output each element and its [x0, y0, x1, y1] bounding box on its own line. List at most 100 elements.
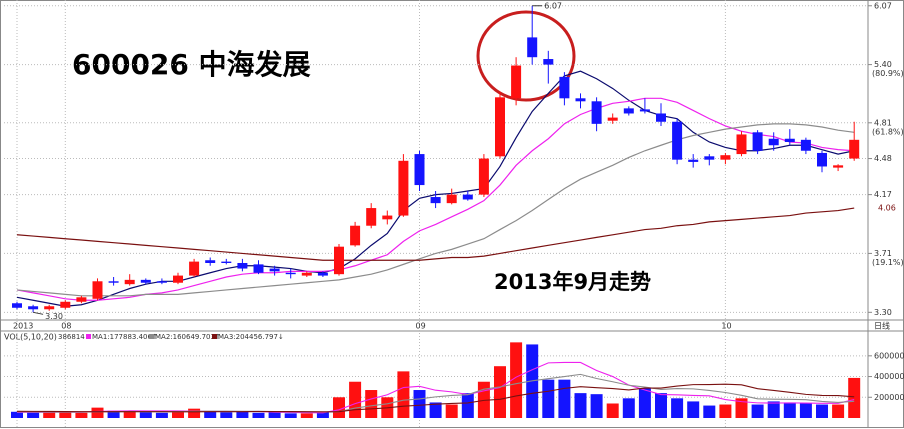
candle-body: [495, 97, 505, 157]
volume-bar: [188, 408, 201, 418]
volume-bar: [735, 398, 748, 418]
y-tick-label: 4.48: [874, 154, 892, 163]
candle-body: [430, 197, 441, 204]
volume-bar: [107, 410, 120, 418]
x-tick-label: 10: [721, 322, 731, 331]
legend-entry: MA3:204456.797↓: [218, 333, 284, 341]
volume-bar: [429, 402, 442, 418]
candle-body: [334, 246, 344, 275]
candle-body: [559, 76, 570, 99]
candle-body: [173, 275, 183, 283]
legend-entry: MA2:160649.703↑: [155, 333, 221, 341]
candle-body: [253, 264, 264, 273]
candle-body: [800, 139, 811, 151]
candle-body: [768, 138, 779, 146]
volume-bar: [671, 398, 684, 418]
candle-body: [478, 158, 489, 195]
x-tick-label: 08: [61, 322, 71, 331]
candle-body: [60, 301, 71, 308]
volume-bar: [284, 413, 297, 418]
y-tick-note: (19.1%): [872, 258, 904, 267]
candle-body: [817, 152, 827, 167]
volume-bar: [558, 379, 571, 418]
ma-line: [16, 207, 855, 261]
candle-body: [849, 139, 860, 159]
volume-bar: [606, 403, 619, 418]
candle-body: [623, 108, 634, 114]
volume-bar: [91, 407, 104, 418]
candle-body: [720, 155, 731, 160]
candle-body: [140, 279, 151, 283]
candle-body: [317, 272, 328, 276]
volume-bar: [268, 412, 281, 418]
volume-bar: [11, 411, 23, 418]
candle-body: [752, 132, 763, 151]
volume-bar: [220, 412, 233, 418]
volume-ma-line: [17, 361, 855, 414]
candle-body: [189, 261, 200, 276]
volume-bar: [542, 379, 555, 418]
candle-body: [575, 98, 586, 102]
volume-bar: [445, 404, 458, 418]
candle-body: [591, 101, 602, 124]
y-tick-label: 600000: [874, 351, 904, 360]
legend-swatch: [86, 334, 91, 339]
candle-body: [543, 59, 554, 65]
volume-bar: [252, 412, 265, 418]
volume-bar: [300, 413, 313, 418]
volume-bar: [413, 390, 426, 418]
volume-bar: [590, 394, 603, 418]
candle-body: [672, 121, 683, 160]
legend-swatch: [212, 334, 217, 339]
y-tick-label: 200000: [874, 393, 904, 402]
candle-body: [12, 303, 22, 308]
ma-line: [16, 97, 855, 301]
candle-body: [76, 297, 87, 302]
candle-body: [607, 117, 618, 121]
candle-body: [205, 260, 216, 263]
volume-bar: [75, 412, 88, 418]
volume-bar: [204, 411, 217, 418]
volume-bar: [510, 342, 523, 418]
candle-body: [527, 37, 538, 58]
y-tick-note: (61.8%): [872, 127, 904, 136]
volume-bar: [461, 393, 474, 418]
volume-bar: [687, 401, 700, 418]
volume-bar: [123, 411, 136, 418]
x-tick-label: 2013: [13, 322, 33, 331]
volume-title: VOL(5,10,20): [4, 333, 57, 342]
candle-body: [366, 208, 377, 226]
volume-bar: [155, 412, 168, 418]
volume-bar: [27, 412, 40, 418]
volume-bar: [365, 390, 378, 418]
candle-body: [237, 262, 248, 269]
y-tick-label: 6.07: [874, 1, 892, 10]
period-label: 日线: [874, 321, 890, 331]
candle-body: [784, 138, 795, 142]
y-tick-note: (80.9%): [872, 69, 904, 78]
volume-bar: [622, 398, 635, 418]
candle-body: [446, 194, 457, 204]
candle-body: [398, 160, 409, 216]
volume-bar: [172, 412, 184, 418]
candle-body: [704, 156, 715, 160]
volume-bar: [848, 377, 861, 418]
volume-bar: [832, 404, 845, 418]
legend-swatch: [149, 334, 154, 339]
ma-line: [16, 123, 855, 297]
candle-body: [124, 279, 135, 285]
candle-body: [108, 281, 119, 283]
volume-bar: [349, 381, 362, 418]
candle-body: [221, 261, 232, 263]
volume-bar: [333, 397, 345, 418]
candle-body: [414, 154, 425, 186]
volume-bar: [703, 405, 716, 418]
chart-subtitle: 2013年9月走势: [494, 270, 651, 294]
volume-bar: [767, 401, 780, 418]
volume-bar: [494, 366, 506, 418]
low-pointer: [33, 311, 44, 315]
candle-body: [44, 306, 55, 310]
volume-bar: [655, 393, 667, 418]
